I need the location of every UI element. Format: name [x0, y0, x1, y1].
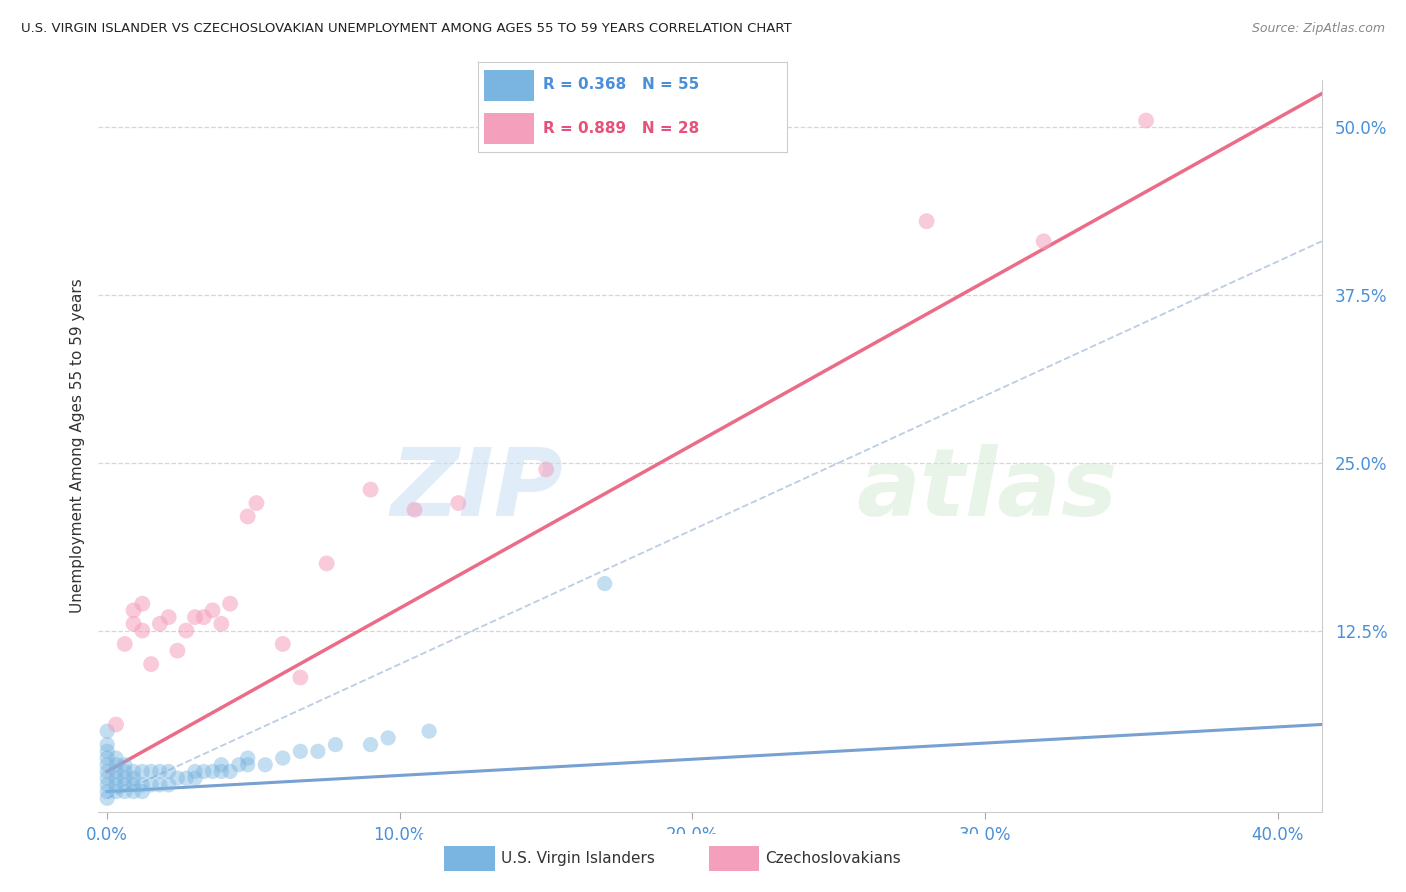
- Point: [122, 764, 145, 779]
- Point: [219, 597, 242, 611]
- Point: [139, 764, 162, 779]
- Text: Czechoslovakians: Czechoslovakians: [765, 851, 901, 866]
- Point: [534, 462, 557, 476]
- Point: [122, 771, 145, 785]
- Point: [114, 757, 136, 772]
- Point: [201, 603, 224, 617]
- Point: [447, 496, 470, 510]
- Text: R = 0.889   N = 28: R = 0.889 N = 28: [543, 121, 699, 136]
- Point: [96, 764, 118, 779]
- Point: [271, 637, 294, 651]
- Point: [104, 764, 127, 779]
- Point: [96, 751, 118, 765]
- FancyBboxPatch shape: [709, 846, 759, 871]
- Point: [131, 784, 153, 798]
- Point: [209, 616, 232, 631]
- Point: [1135, 113, 1157, 128]
- Point: [122, 603, 145, 617]
- Point: [193, 764, 215, 779]
- Point: [114, 784, 136, 798]
- Point: [96, 724, 118, 739]
- Point: [114, 771, 136, 785]
- Point: [315, 557, 337, 571]
- Point: [325, 738, 347, 752]
- Point: [157, 764, 180, 779]
- Point: [360, 738, 382, 752]
- Point: [131, 778, 153, 792]
- Point: [236, 757, 259, 772]
- Point: [174, 771, 197, 785]
- Point: [166, 771, 188, 785]
- Point: [114, 764, 136, 779]
- Point: [209, 764, 232, 779]
- Point: [96, 784, 118, 798]
- Point: [104, 778, 127, 792]
- Point: [193, 610, 215, 624]
- FancyBboxPatch shape: [484, 70, 534, 101]
- Point: [104, 751, 127, 765]
- Text: Source: ZipAtlas.com: Source: ZipAtlas.com: [1251, 22, 1385, 36]
- Point: [593, 576, 616, 591]
- Text: ZIP: ZIP: [391, 444, 564, 536]
- Point: [149, 778, 172, 792]
- Point: [1032, 235, 1054, 249]
- Point: [228, 757, 250, 772]
- Point: [271, 751, 294, 765]
- Point: [139, 778, 162, 792]
- Point: [184, 771, 207, 785]
- Point: [174, 624, 197, 638]
- Point: [157, 778, 180, 792]
- Point: [184, 610, 207, 624]
- Point: [131, 624, 153, 638]
- Point: [184, 764, 207, 779]
- Point: [307, 744, 329, 758]
- Point: [104, 771, 127, 785]
- Point: [104, 717, 127, 731]
- Point: [254, 757, 277, 772]
- Point: [122, 778, 145, 792]
- Y-axis label: Unemployment Among Ages 55 to 59 years: Unemployment Among Ages 55 to 59 years: [69, 278, 84, 614]
- Point: [236, 751, 259, 765]
- Point: [104, 757, 127, 772]
- Point: [96, 791, 118, 805]
- Point: [360, 483, 382, 497]
- Text: atlas: atlas: [856, 444, 1118, 536]
- Point: [96, 778, 118, 792]
- Point: [290, 671, 312, 685]
- Text: U.S. Virgin Islanders: U.S. Virgin Islanders: [501, 851, 654, 866]
- Text: R = 0.368   N = 55: R = 0.368 N = 55: [543, 78, 699, 92]
- Point: [96, 738, 118, 752]
- Point: [114, 778, 136, 792]
- Point: [149, 764, 172, 779]
- Point: [96, 771, 118, 785]
- Point: [915, 214, 938, 228]
- Point: [122, 616, 145, 631]
- Point: [209, 757, 232, 772]
- Point: [166, 643, 188, 657]
- FancyBboxPatch shape: [484, 113, 534, 144]
- Point: [104, 784, 127, 798]
- Point: [149, 616, 172, 631]
- Point: [114, 637, 136, 651]
- Point: [131, 597, 153, 611]
- Point: [290, 744, 312, 758]
- Point: [201, 764, 224, 779]
- Point: [96, 744, 118, 758]
- Point: [377, 731, 399, 745]
- Point: [131, 764, 153, 779]
- Point: [139, 657, 162, 671]
- Point: [122, 784, 145, 798]
- Point: [157, 610, 180, 624]
- Point: [236, 509, 259, 524]
- Text: U.S. VIRGIN ISLANDER VS CZECHOSLOVAKIAN UNEMPLOYMENT AMONG AGES 55 TO 59 YEARS C: U.S. VIRGIN ISLANDER VS CZECHOSLOVAKIAN …: [21, 22, 792, 36]
- Point: [418, 724, 440, 739]
- Point: [219, 764, 242, 779]
- FancyBboxPatch shape: [444, 846, 495, 871]
- Point: [96, 757, 118, 772]
- Point: [404, 502, 426, 516]
- Point: [245, 496, 267, 510]
